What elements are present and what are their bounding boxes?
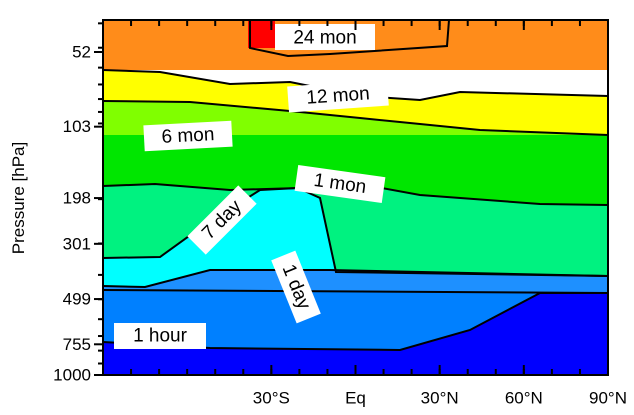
- contour-label-1hour: 1 hour: [114, 323, 206, 349]
- x-tick-label: Eq: [345, 389, 366, 408]
- y-tick-label: 499: [63, 290, 91, 309]
- y-tick-label: 301: [63, 234, 91, 253]
- contour-label-6mon: 6 mon: [143, 120, 233, 152]
- axis-ticks: [94, 20, 609, 376]
- svg-text:12 mon: 12 mon: [306, 83, 371, 108]
- x-tick-label: 90°N: [589, 389, 627, 408]
- y-tick-label: 103: [63, 117, 91, 136]
- svg-text:24 mon: 24 mon: [293, 28, 356, 49]
- band-24mon-core: [248, 20, 275, 48]
- y-tick-labels: 52 103 198 301 499 755 1000: [53, 43, 91, 385]
- contour-499: [102, 289, 609, 294]
- contour-1day: [102, 269, 609, 289]
- plot-area: 24 mon 12 mon 6 mon 1 mon 7 day 1 day: [102, 19, 609, 376]
- y-tick-label: 1000: [53, 366, 91, 385]
- svg-text:6 mon: 6 mon: [161, 124, 215, 148]
- x-tick-label: 30°S: [253, 389, 290, 408]
- contour-label-1mon: 1 mon: [294, 165, 386, 203]
- band-dodger-blue: [103, 270, 608, 295]
- svg-text:1 hour: 1 hour: [133, 326, 188, 347]
- y-tick-label: 755: [63, 335, 91, 354]
- y-tick-label: 52: [72, 43, 91, 62]
- contour-6mon: [102, 100, 609, 136]
- x-tick-label: 30°N: [421, 389, 459, 408]
- band-green: [103, 135, 608, 205]
- contour-label-24mon: 24 mon: [275, 24, 375, 50]
- band-spring-green-right: [320, 184, 608, 276]
- contour-24mon: [249, 19, 450, 58]
- x-tick-labels: 30°S Eq 30°N 60°N 90°N: [253, 389, 627, 408]
- y-tick-label: 198: [63, 189, 91, 208]
- x-tick-label: 60°N: [505, 389, 543, 408]
- band-blue: [103, 293, 608, 375]
- contour-label-12mon: 12 mon: [287, 79, 389, 113]
- y-axis-label: Pressure [hPa]: [9, 142, 28, 254]
- contour-7day: [102, 186, 609, 277]
